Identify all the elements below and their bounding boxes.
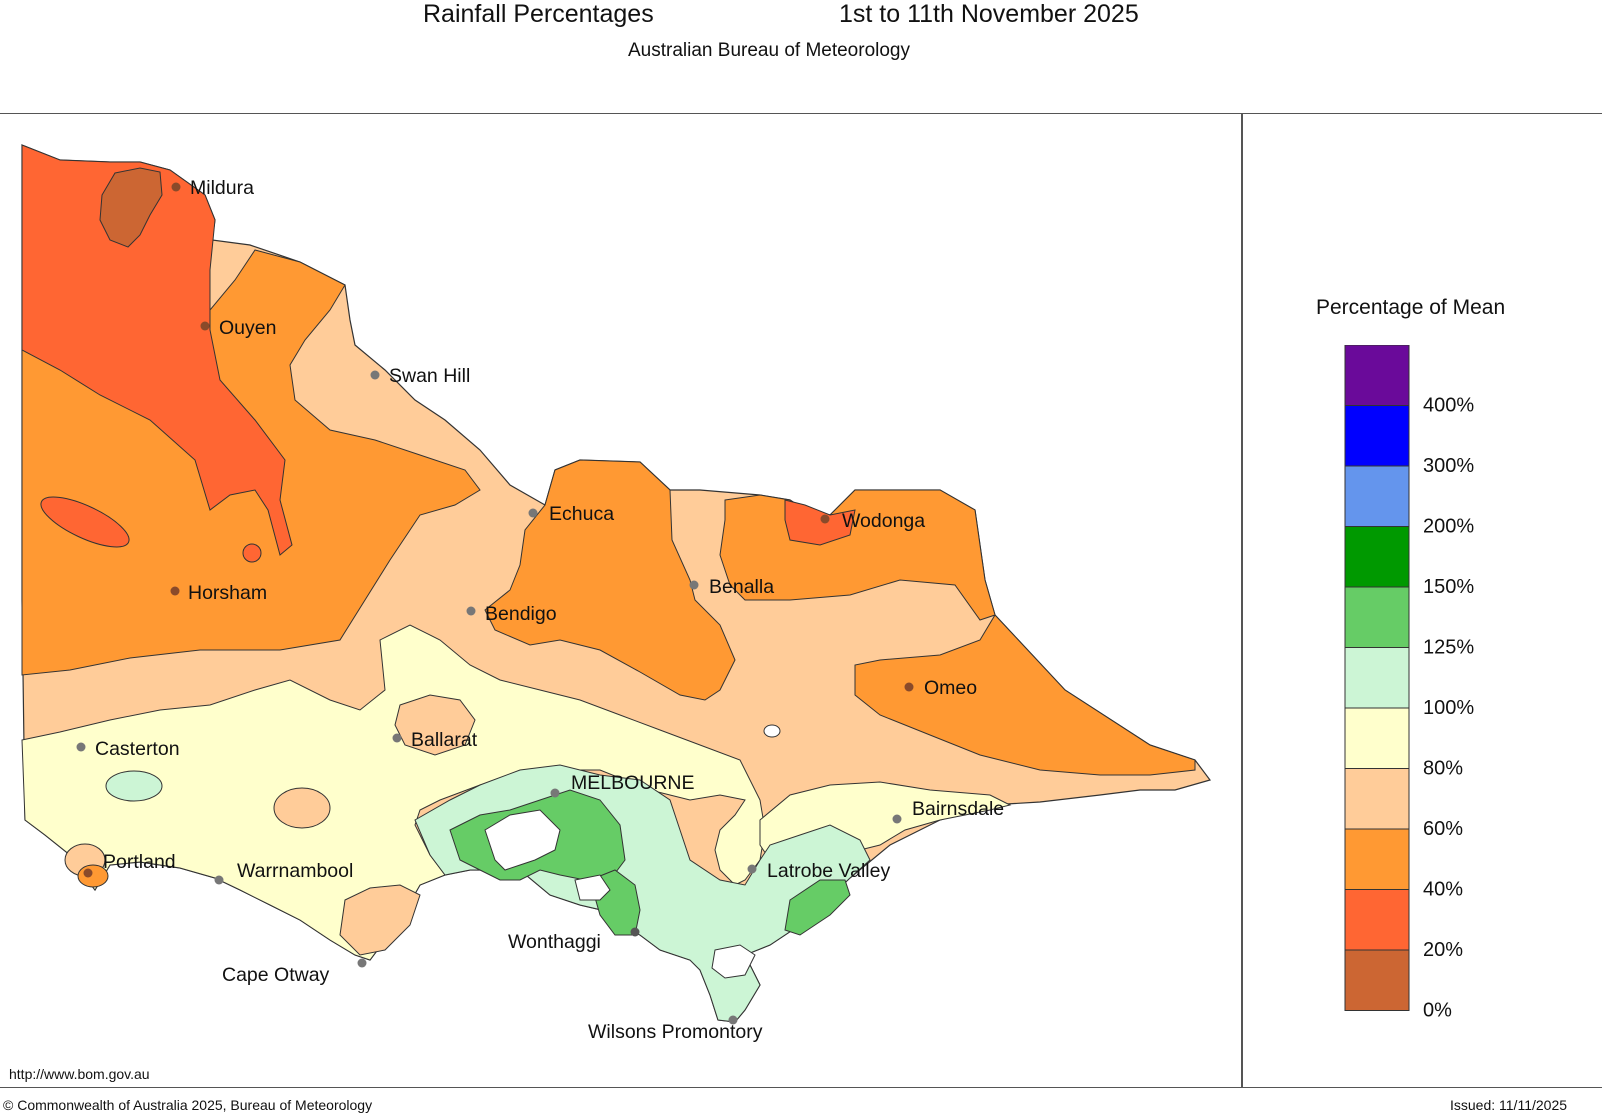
city-label: Mildura (190, 177, 254, 199)
map-subtitle: Australian Bureau of Meteorology (628, 40, 910, 61)
city-label: Swan Hill (389, 365, 470, 387)
legend-tick-label: 60% (1423, 818, 1463, 840)
zone-80-100-south (21, 624, 766, 961)
city-dot (170, 586, 180, 596)
city-dot (214, 875, 224, 885)
legend-tick-label: 400% (1423, 395, 1474, 417)
legend-band (1344, 586, 1410, 648)
city-dot (630, 927, 640, 937)
zone-0-20-mildura (99, 167, 163, 248)
legend-band (1344, 526, 1410, 588)
city-label: Echuca (549, 503, 614, 525)
legend-tick-label: 300% (1423, 455, 1474, 477)
city-dot (747, 864, 757, 874)
zone-60-80-ballarat (394, 694, 476, 756)
zone-40-60-omeo (854, 614, 1196, 776)
legend-tick-label: 40% (1423, 879, 1463, 901)
legend-title: Percentage of Mean (1316, 296, 1506, 319)
city-dot (392, 733, 402, 743)
legend-ticks: 400% 300% 200% 150% 125% 100% 80% 60% 40% 20% 0% (1423, 395, 1474, 1022)
legend-bands (1344, 345, 1410, 1011)
legend-band (1344, 889, 1410, 951)
legend-band (1344, 828, 1410, 890)
map-frame (0, 113, 1602, 1088)
map-period: 1st to 11th November 2025 (839, 0, 1139, 28)
city-dot (550, 788, 560, 798)
zone-125-150-east (784, 879, 851, 936)
city-label: Warrnambool (237, 860, 353, 882)
city-markers (76, 182, 914, 1025)
source-url[interactable]: http://www.bom.gov.au (9, 1066, 150, 1082)
legend-band (1344, 465, 1410, 527)
city-label: Latrobe Valley (767, 860, 890, 882)
legend-tick-label: 80% (1423, 758, 1463, 780)
zone-100-125-casterton (105, 770, 163, 802)
legend-tick-label: 150% (1423, 576, 1474, 598)
city-dot (466, 606, 476, 616)
city-labels: Mildura Ouyen Swan Hill Echuca Wodonga Benall… (95, 177, 1004, 1043)
legend-band (1344, 768, 1410, 830)
legend-tick-label: 125% (1423, 637, 1474, 659)
city-label: Horsham (188, 582, 267, 604)
city-label: Wilsons Promontory (588, 1021, 763, 1043)
city-label: Portland (103, 851, 176, 873)
copyright-text: © Commonwealth of Australia 2025, Bureau… (3, 1097, 373, 1113)
legend-divider (1241, 113, 1243, 1088)
zone-40-60-central (484, 459, 736, 701)
city-label: Bairnsdale (912, 798, 1004, 820)
zone-20-40-horsham-spot (40, 496, 130, 548)
city-dot (76, 742, 86, 752)
zone-60-80-otway (339, 884, 421, 956)
city-dot (370, 370, 380, 380)
city-dot (728, 1015, 738, 1025)
city-label: Cape Otway (222, 964, 330, 986)
victoria-rainfall-map: Mildura Ouyen Swan Hill Echuca Wodonga Benall… (21, 144, 1212, 1043)
legend-tick-label: 100% (1423, 697, 1474, 719)
city-label: Bendigo (485, 603, 557, 625)
port-phillip-bay (484, 809, 561, 871)
legend-tick-label: 20% (1423, 939, 1463, 961)
city-dot (83, 868, 93, 878)
zone-20-40-small-spot (242, 543, 262, 563)
legend-band (1344, 345, 1410, 406)
zone-20-40-wodonga (784, 499, 856, 546)
city-label: Omeo (924, 677, 977, 699)
legend-tick-label: 0% (1423, 1000, 1452, 1022)
city-label: Benalla (709, 576, 774, 598)
legend-band (1344, 647, 1410, 709)
city-label: Wodonga (842, 510, 925, 532)
issued-date: Issued: 11/11/2025 (1450, 1097, 1568, 1113)
city-dot (689, 580, 699, 590)
western-port (574, 874, 611, 901)
legend-band (1344, 707, 1410, 769)
legend-band (1344, 949, 1410, 1011)
city-dot (357, 958, 367, 968)
city-label: Ouyen (219, 317, 276, 339)
legend-colorbar: 400% 300% 200% 150% 125% 100% 80% 60% 40% 20% 0% (1344, 345, 1474, 1022)
city-label: Casterton (95, 738, 180, 760)
city-label: MELBOURNE (571, 772, 695, 794)
city-label: Ballarat (411, 729, 478, 751)
legend-tick-label: 200% (1423, 516, 1474, 538)
legend-band (1344, 405, 1410, 467)
city-dot (904, 682, 914, 692)
zone-60-80-south-spot (273, 787, 331, 829)
title-row: Rainfall Percentages 1st to 11th Novembe… (0, 0, 1602, 30)
zone-60-80-white-spot (763, 724, 781, 738)
city-dot (200, 321, 210, 331)
city-dot (528, 508, 538, 518)
zone-20-40-northwest (21, 144, 293, 556)
corner-inlet (711, 944, 756, 979)
city-label: Wonthaggi (508, 931, 601, 953)
map-title: Rainfall Percentages (423, 0, 654, 28)
city-dot (820, 514, 830, 524)
city-dot (171, 182, 181, 192)
city-dot (892, 814, 902, 824)
